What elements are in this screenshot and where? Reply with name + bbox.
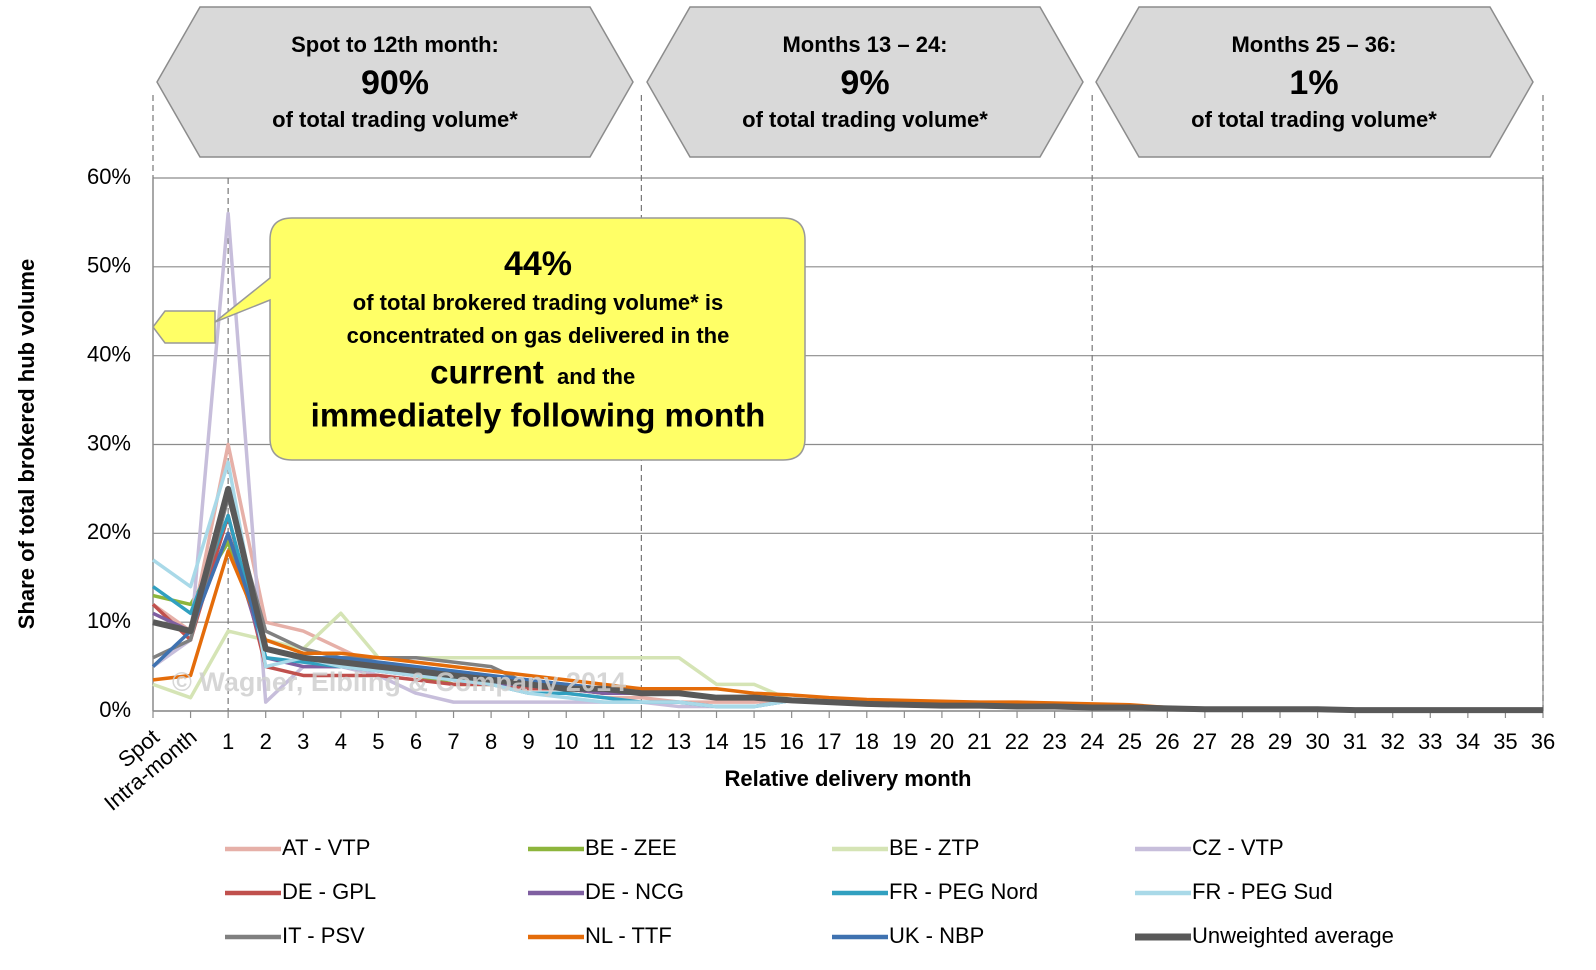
banner-note: of total trading volume* bbox=[272, 107, 518, 132]
x-tick-label: 20 bbox=[930, 729, 954, 754]
x-tick-label: 9 bbox=[523, 729, 535, 754]
y-tick-label: 10% bbox=[87, 608, 131, 633]
callout-emphasis: current bbox=[430, 354, 544, 391]
callout: 44% of total brokered trading volume* is… bbox=[152, 217, 806, 461]
y-tick-label: 40% bbox=[87, 341, 131, 366]
x-tick-label: 13 bbox=[667, 729, 691, 754]
x-tick-label: 17 bbox=[817, 729, 841, 754]
legend-label: Unweighted average bbox=[1192, 923, 1394, 948]
x-tick-label: 25 bbox=[1118, 729, 1142, 754]
banner-value: 90% bbox=[361, 64, 429, 102]
x-tick-label: 26 bbox=[1155, 729, 1179, 754]
x-tick-label: 24 bbox=[1080, 729, 1104, 754]
banner-title: Months 13 – 24: bbox=[782, 32, 947, 57]
x-tick-label: 23 bbox=[1042, 729, 1066, 754]
x-tick-label: 2 bbox=[260, 729, 272, 754]
x-tick-label: 33 bbox=[1418, 729, 1442, 754]
legend-label: BE - ZTP bbox=[889, 835, 979, 860]
callout-box bbox=[214, 217, 806, 461]
y-tick-label: 50% bbox=[87, 253, 131, 278]
x-tick-label: 28 bbox=[1230, 729, 1254, 754]
banners: Spot to 12th month: 90% of total trading… bbox=[156, 6, 1534, 158]
watermark: © Wagner, Elbling & Company 2014 bbox=[172, 667, 626, 697]
x-tick-label: 8 bbox=[485, 729, 497, 754]
legend-label: DE - NCG bbox=[585, 879, 684, 904]
x-tick-label: 3 bbox=[297, 729, 309, 754]
x-tick-label: 35 bbox=[1493, 729, 1517, 754]
legend-label: BE - ZEE bbox=[585, 835, 677, 860]
y-tick-label: 60% bbox=[87, 164, 131, 189]
legend-label: UK - NBP bbox=[889, 923, 984, 948]
x-tick-label: 14 bbox=[704, 729, 728, 754]
legend-label: CZ - VTP bbox=[1192, 835, 1284, 860]
callout-text: of total brokered trading volume* is bbox=[353, 290, 723, 315]
x-tick-label: 11 bbox=[592, 729, 615, 754]
x-tick-label: 29 bbox=[1268, 729, 1292, 754]
banner-title: Months 25 – 36: bbox=[1231, 32, 1396, 57]
banner-note: of total trading volume* bbox=[742, 107, 988, 132]
legend-label: FR - PEG Sud bbox=[1192, 879, 1333, 904]
x-tick-label: 19 bbox=[892, 729, 916, 754]
banner-note: of total trading volume* bbox=[1191, 107, 1437, 132]
x-tick-label: 6 bbox=[410, 729, 422, 754]
banner-shape bbox=[646, 6, 1084, 158]
x-tick-label: 7 bbox=[447, 729, 459, 754]
x-tick-label: 36 bbox=[1531, 729, 1555, 754]
x-tick-label: 34 bbox=[1456, 729, 1480, 754]
legend-label: NL - TTF bbox=[585, 923, 672, 948]
legend: AT - VTP BE - ZEE BE - ZTP CZ - VTP DE - GPL… bbox=[225, 835, 1394, 948]
y-tick-label: 30% bbox=[87, 430, 131, 455]
x-tick-label: 16 bbox=[779, 729, 803, 754]
x-tick-label: 1 bbox=[222, 729, 234, 754]
x-tick-label: 10 bbox=[554, 729, 578, 754]
y-axis-title: Share of total brokered hub volume bbox=[14, 259, 39, 629]
x-tick-label: 5 bbox=[372, 729, 384, 754]
callout-text: concentrated on gas delivered in the bbox=[347, 323, 730, 348]
banner-value: 1% bbox=[1289, 64, 1338, 102]
banner-value: 9% bbox=[840, 64, 889, 102]
x-tick-label: 31 bbox=[1343, 729, 1367, 754]
x-tick-label: 27 bbox=[1193, 729, 1217, 754]
callout-marker bbox=[152, 310, 216, 344]
x-tick-label: 4 bbox=[335, 729, 347, 754]
x-tick-label: 22 bbox=[1005, 729, 1029, 754]
series-line bbox=[152, 485, 1543, 714]
banner-shape bbox=[1095, 6, 1534, 158]
x-tick-label: 18 bbox=[855, 729, 879, 754]
x-tick-label: 12 bbox=[629, 729, 653, 754]
banner-title: Spot to 12th month: bbox=[291, 32, 499, 57]
banner-shape bbox=[156, 6, 634, 158]
y-tick-label: 0% bbox=[99, 697, 131, 722]
callout-text: and the bbox=[557, 364, 635, 389]
legend-label: AT - VTP bbox=[282, 835, 370, 860]
callout-value: 44% bbox=[504, 245, 572, 283]
x-tick-label: 15 bbox=[742, 729, 766, 754]
legend-label: FR - PEG Nord bbox=[889, 879, 1038, 904]
callout-emphasis: immediately following month bbox=[311, 397, 766, 434]
legend-label: DE - GPL bbox=[282, 879, 376, 904]
x-tick-label: 30 bbox=[1305, 729, 1329, 754]
x-axis-title: Relative delivery month bbox=[725, 766, 972, 791]
x-tick-label: 32 bbox=[1380, 729, 1404, 754]
x-tick-label: 21 bbox=[967, 729, 991, 754]
y-tick-label: 20% bbox=[87, 519, 131, 544]
legend-label: IT - PSV bbox=[282, 923, 365, 948]
